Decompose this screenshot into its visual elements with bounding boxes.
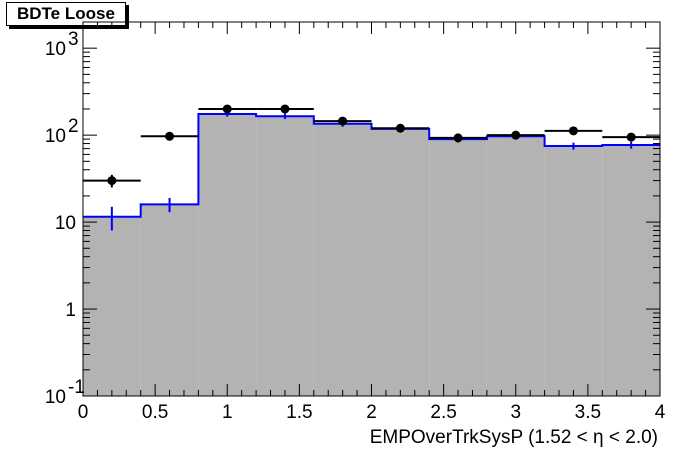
x-tick-label: 2.5	[430, 402, 456, 423]
data-point	[165, 131, 175, 141]
y-tick-exponent: 2	[68, 116, 79, 137]
mc-bin	[256, 116, 314, 397]
data-point	[222, 104, 232, 114]
y-tick-label: 1	[65, 300, 76, 321]
y-tick-label: 10	[45, 126, 66, 147]
x-tick-label: 0.5	[142, 402, 168, 423]
y-tick-exponent: 3	[68, 29, 79, 50]
data-point	[511, 130, 521, 140]
data-point	[338, 116, 348, 126]
mc-bin	[313, 123, 372, 397]
mc-bin	[140, 204, 199, 396]
data-point	[626, 132, 636, 142]
mc-bin	[83, 216, 141, 396]
mc-bin	[371, 128, 430, 396]
mc-bin	[602, 145, 660, 396]
data-point	[107, 176, 117, 186]
data-points	[83, 104, 660, 188]
chart-title: BDTe Loose	[6, 2, 126, 26]
data-point	[568, 126, 578, 136]
y-tick-label: 10	[45, 39, 66, 60]
y-tick-exponent: -1	[68, 377, 85, 398]
mc-bin	[198, 113, 257, 396]
y-tick-label: 10	[45, 387, 66, 408]
mc-histogram	[83, 111, 660, 397]
x-tick-label: 2	[366, 402, 377, 423]
x-tick-label: 3.5	[575, 402, 601, 423]
x-axis-label: EMPOverTrkSysP (1.52 < η < 2.0)	[370, 427, 658, 448]
mc-bin	[544, 145, 603, 396]
data-point	[395, 123, 405, 133]
y-tick-label: 10	[55, 213, 76, 234]
mc-bin	[429, 139, 487, 396]
x-axis-ticks: 0 0.5 1 1.5 2 2.5 3 3.5 4	[78, 22, 666, 423]
x-tick-label: 0	[78, 402, 89, 423]
x-tick-label: 1.5	[286, 402, 312, 423]
mc-bin	[486, 136, 545, 396]
mc-outline	[83, 112, 660, 218]
data-point	[453, 133, 463, 143]
x-tick-label: 3	[510, 402, 521, 423]
x-tick-label: 1	[222, 402, 233, 423]
x-tick-label: 4	[655, 402, 666, 423]
data-point	[280, 104, 290, 114]
